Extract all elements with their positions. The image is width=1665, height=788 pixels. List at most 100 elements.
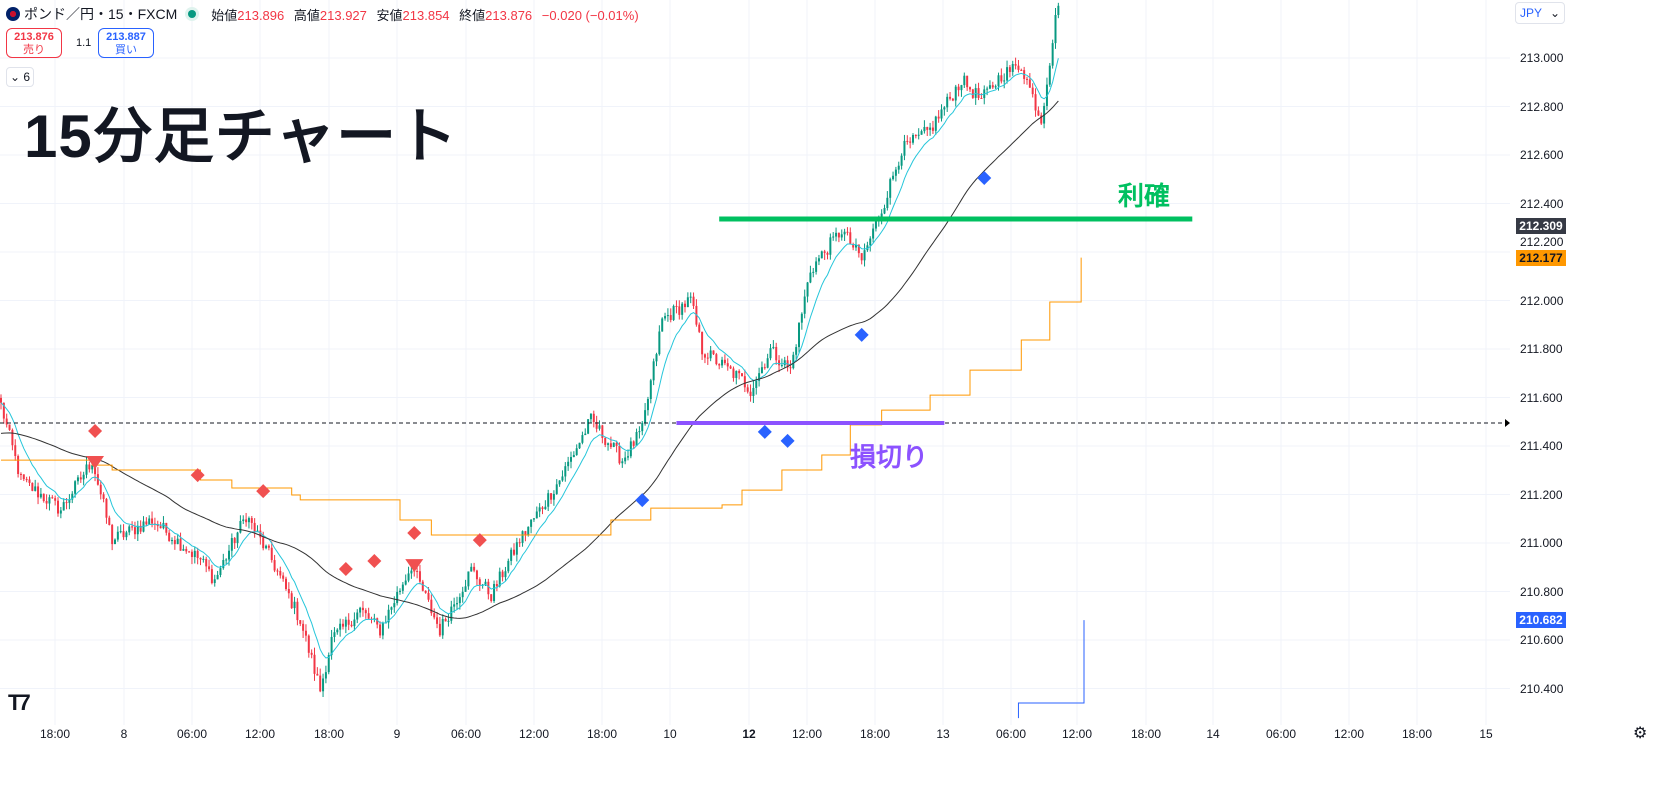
candle-body	[336, 629, 339, 633]
candle-body	[185, 548, 188, 552]
candle-body	[595, 422, 598, 429]
candle-body	[487, 581, 490, 595]
candle-body	[775, 346, 778, 361]
candle-body	[447, 620, 450, 622]
candle-body	[1037, 110, 1040, 116]
ohlc-values: 始値213.896 高値213.927 安値213.854 終値213.876 …	[211, 5, 644, 24]
candle-body	[587, 419, 590, 434]
candle-body	[136, 525, 139, 535]
candle-body	[1051, 43, 1054, 66]
sell-price: 213.876	[14, 31, 54, 43]
candle-body	[490, 594, 493, 602]
candle-body	[304, 630, 307, 636]
settings-gear-icon[interactable]: ⚙	[1633, 725, 1648, 742]
price-axis[interactable]: 213.000 212.800 212.600 212.400 212.200 212.0…	[1510, 0, 1665, 725]
candle-body	[550, 493, 553, 500]
candle-body	[570, 457, 572, 462]
buy-button[interactable]: 213.887 買い	[98, 28, 154, 58]
candle-body	[145, 521, 148, 525]
candle-body	[666, 315, 669, 317]
candle-body	[1040, 115, 1043, 124]
candle-body	[892, 175, 895, 180]
candle-body	[991, 85, 994, 88]
candle-body	[894, 169, 897, 176]
candle-body	[133, 527, 136, 535]
candle-body	[267, 545, 270, 548]
candle-body	[119, 531, 122, 533]
candle-body	[424, 590, 427, 593]
candle-body	[376, 618, 379, 625]
candle-body	[513, 549, 515, 555]
candle-body	[661, 318, 664, 332]
symbol-title[interactable]: ポンド／円・15・FXCM	[24, 6, 178, 22]
candle-body	[475, 570, 478, 580]
candle-body	[872, 228, 875, 239]
candle-body	[239, 521, 242, 533]
candle-body	[649, 380, 652, 400]
candle-body	[971, 89, 974, 98]
candle-body	[889, 179, 892, 198]
candle-body	[62, 502, 65, 511]
candle-body	[783, 360, 786, 366]
currency-select[interactable]: JPY ⌄	[1515, 2, 1565, 24]
candle-body	[1003, 80, 1006, 82]
candle-body	[809, 272, 812, 283]
candle-body	[510, 549, 513, 561]
buy-signal-diamond	[757, 424, 772, 439]
candle-body	[225, 559, 228, 561]
candle-body	[997, 75, 1000, 87]
candle-body	[333, 632, 336, 637]
candle-body	[94, 465, 97, 475]
candle-body	[755, 380, 758, 388]
candle-body	[820, 251, 823, 259]
candle-body	[638, 431, 641, 433]
candle-body	[1011, 64, 1014, 72]
candle-body	[655, 354, 658, 362]
candle-body	[937, 116, 940, 119]
time-tick-label: 13	[936, 727, 950, 741]
candle-body	[969, 87, 971, 90]
candle-body	[940, 109, 943, 119]
candle-body	[381, 623, 384, 636]
candle-body	[19, 474, 22, 476]
indicators-toggle[interactable]: ⌄ 6	[6, 67, 34, 87]
candle-body	[954, 86, 957, 101]
candle-body	[886, 197, 889, 209]
candle-body	[815, 261, 818, 272]
candle-body	[179, 538, 182, 551]
candle-body	[923, 126, 926, 132]
candle-body	[723, 359, 726, 364]
time-tick-label: 06:00	[176, 727, 208, 741]
chart-canvas[interactable]	[0, 0, 1510, 725]
candle-body	[88, 464, 91, 470]
candle-body	[621, 461, 624, 464]
candle-body	[367, 613, 370, 619]
candle-body	[604, 437, 607, 445]
candle-body	[159, 526, 162, 529]
candle-body	[1048, 65, 1051, 85]
candle-body	[168, 532, 171, 542]
candle-body	[963, 75, 966, 86]
sell-button[interactable]: 213.876 売り	[6, 28, 62, 58]
candle-body	[1034, 94, 1037, 111]
ema-line	[0, 58, 1059, 659]
candle-body	[262, 537, 265, 549]
high-value: 213.927	[319, 7, 367, 23]
candle-body	[91, 465, 94, 470]
candle-body	[541, 507, 544, 510]
candle-body	[416, 570, 419, 572]
candle-body	[607, 443, 610, 445]
candle-body	[493, 584, 496, 602]
candle-body	[273, 560, 276, 571]
candle-body	[148, 518, 151, 525]
candle-body	[712, 350, 715, 355]
candle-body	[1008, 67, 1011, 72]
candle-body	[322, 678, 325, 692]
candle-body	[538, 507, 541, 512]
candle-body	[760, 367, 763, 374]
candle-body	[641, 422, 644, 432]
change-value: −0.020 (−0.01%)	[541, 7, 639, 23]
candle-body	[85, 464, 88, 475]
tradingview-logo: T7	[8, 690, 31, 715]
candle-body	[994, 86, 997, 88]
